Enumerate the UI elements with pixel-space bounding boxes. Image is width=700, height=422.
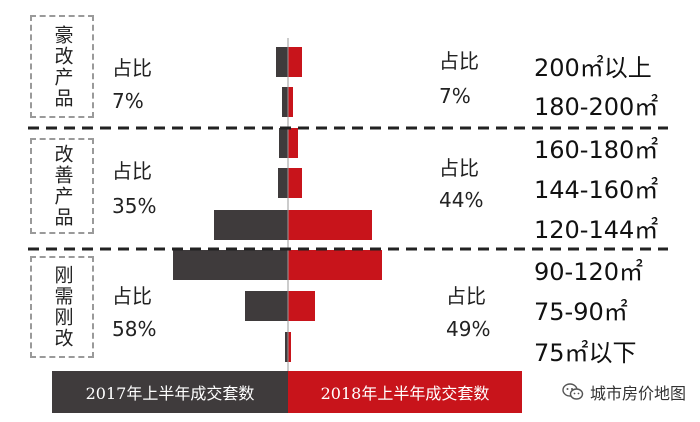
watermark: 城市房价地图: [562, 380, 686, 404]
legend-2017: 2017年上半年成交套数: [52, 371, 288, 413]
left-share-label-luxury: 占比: [112, 56, 152, 80]
segment-starter: 刚需刚改: [30, 256, 94, 358]
legend-2018: 2018年上半年成交套数: [288, 371, 522, 413]
size-label: 75㎡以下: [534, 339, 637, 367]
size-label: 75-90㎡: [534, 298, 628, 326]
bar-2017: [245, 291, 288, 321]
segment-luxury: 豪改产品: [30, 15, 94, 118]
size-label: 120-144㎡: [534, 216, 659, 244]
right-share-pct-starter: 49%: [446, 317, 491, 341]
bars-2018: [288, 47, 382, 362]
right-share-pct-improvement: 44%: [439, 188, 484, 212]
wechat-icon: [562, 383, 584, 400]
bar-2018: [288, 168, 302, 198]
segment-starter-label: 刚需刚改: [51, 265, 74, 349]
bar-2017: [276, 47, 288, 77]
bar-2017: [279, 128, 288, 158]
bar-2018: [288, 250, 382, 280]
bar-2017: [285, 332, 288, 362]
bar-2017: [214, 210, 288, 240]
bars-2017: [173, 47, 288, 362]
left-share-pct-luxury: 7%: [112, 89, 144, 113]
size-label: 144-160㎡: [534, 176, 659, 204]
segment-luxury-label: 豪改产品: [51, 24, 74, 109]
watermark-text: 城市房价地图: [589, 384, 686, 403]
bar-2017: [173, 250, 288, 280]
left-share-pct-starter: 58%: [112, 317, 157, 341]
right-share-label-luxury: 占比: [439, 49, 479, 73]
size-label: 180-200㎡: [534, 93, 659, 121]
bar-2018: [288, 210, 372, 240]
bar-2018: [288, 47, 302, 77]
bar-2018: [288, 332, 291, 362]
segment-improvement: 改善产品: [30, 138, 94, 234]
right-share-label-starter: 占比: [446, 284, 486, 308]
bar-2017: [278, 168, 288, 198]
bar-2017: [282, 87, 288, 117]
bar-2018: [288, 291, 315, 321]
right-share-label-improvement: 占比: [439, 156, 479, 180]
left-share-pct-improvement: 35%: [112, 194, 157, 218]
legend-2018-label: 2018年上半年成交套数: [320, 384, 490, 403]
bar-2018: [288, 128, 298, 158]
size-label: 200㎡以上: [534, 54, 652, 82]
left-share-label-starter: 占比: [112, 284, 152, 308]
size-label: 160-180㎡: [534, 136, 659, 164]
size-label: 90-120㎡: [534, 258, 644, 286]
left-share-label-improvement: 占比: [112, 159, 152, 183]
legend-2017-label: 2017年上半年成交套数: [85, 384, 255, 403]
segment-improvement-label: 改善产品: [51, 144, 74, 228]
bar-2018: [288, 87, 293, 117]
right-share-pct-luxury: 7%: [439, 84, 471, 108]
